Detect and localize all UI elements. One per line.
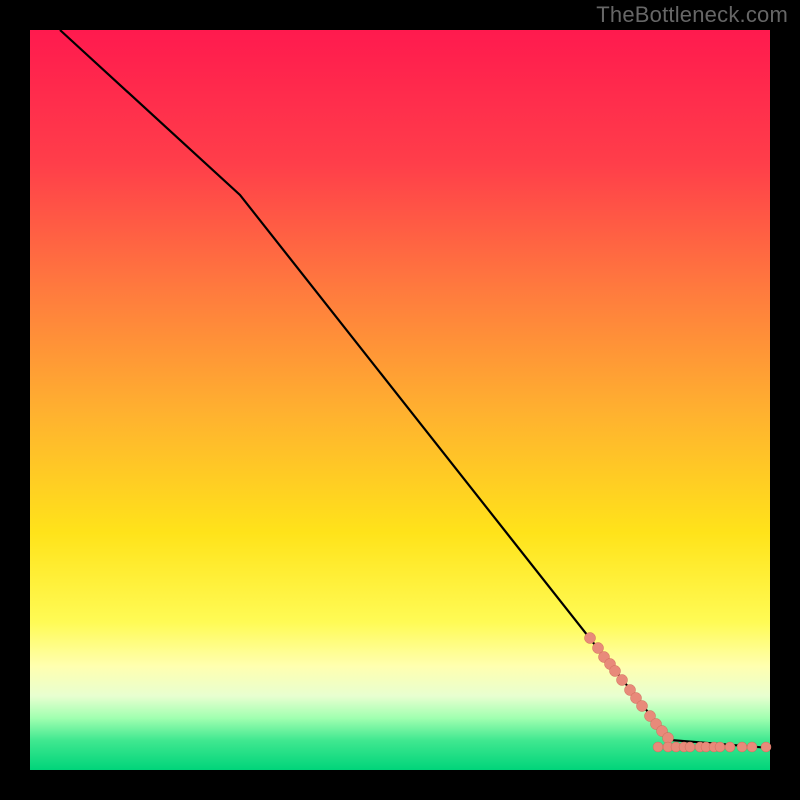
scatter-point [617,675,628,686]
scatter-point [747,742,757,752]
scatter-point [725,742,735,752]
scatter-point [610,666,621,677]
chart-container: TheBottleneck.com [0,0,800,800]
scatter-point [737,742,747,752]
scatter-point [761,742,771,752]
scatter-point [653,742,663,752]
plot-background [30,30,770,770]
scatter-point [585,633,596,644]
scatter-point [715,742,725,752]
chart-svg [0,0,800,800]
watermark-text: TheBottleneck.com [596,2,788,28]
scatter-point [685,742,695,752]
scatter-point [637,701,648,712]
